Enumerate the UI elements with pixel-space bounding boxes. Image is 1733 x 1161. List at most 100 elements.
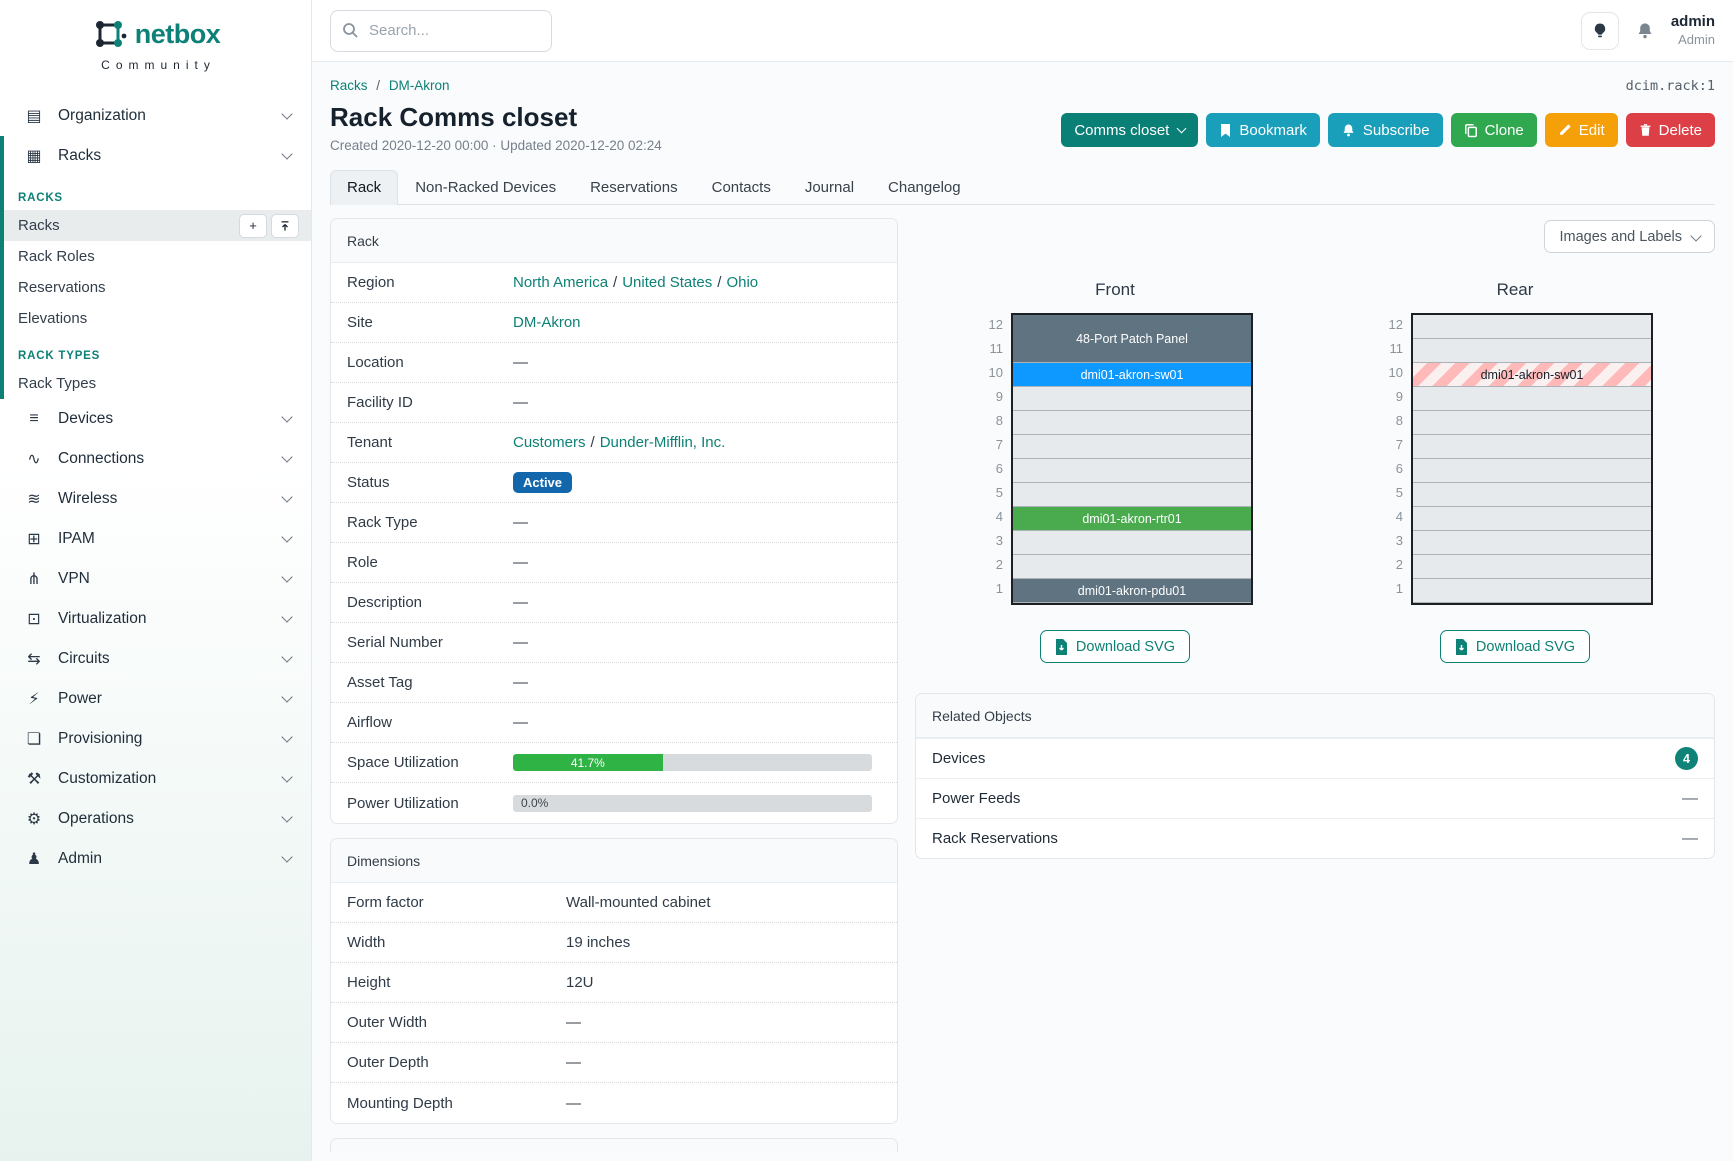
row-label: Width [347,934,386,951]
tab-changelog[interactable]: Changelog [871,170,978,205]
edit-button[interactable]: Edit [1544,113,1618,147]
sidebar-item-ipam[interactable]: ⊞ IPAM [0,519,311,559]
netbox-logo[interactable]: netbox Community [0,16,311,72]
subscribe-button[interactable]: Subscribe [1327,113,1443,147]
lightning-bolt-icon: ⚡ [28,691,40,708]
clone-label: Clone [1484,121,1524,139]
rack-slot-empty[interactable] [1013,483,1251,507]
sidebar-item-devices[interactable]: ≡ Devices [0,399,311,439]
rack-slot-empty[interactable] [1413,339,1651,363]
sidebar-item-elevations[interactable]: Elevations [4,303,311,334]
elevation-view-select[interactable]: Images and Labels [1544,220,1715,253]
delete-button[interactable]: Delete [1625,113,1715,147]
rack-slot-empty[interactable] [1013,531,1251,555]
rear-download-svg-button[interactable]: Download SVG [1439,630,1591,663]
import-button[interactable] [271,213,299,238]
row-label: Serial Number [347,634,443,651]
search-input[interactable] [330,9,552,52]
unit-number: 8 [1395,413,1403,428]
rack-slot-empty[interactable] [1413,387,1651,411]
theme-toggle-button[interactable] [1580,11,1619,50]
rear-rack-box: dmi01-akron-sw01 [1411,313,1653,605]
rack-device[interactable]: dmi01-akron-rtr01 [1013,507,1251,530]
sidebar-item-power[interactable]: ⚡ Power [0,679,311,719]
rack-slot-empty[interactable] [1413,531,1651,555]
related-row-label: Rack Reservations [932,830,1058,847]
tenant-link[interactable]: Dunder-Mifflin, Inc. [599,434,726,451]
region-link[interactable]: North America [513,274,609,291]
sidebar-item-label: Power [58,690,102,707]
rack-slot-empty[interactable] [1013,555,1251,579]
tenant-group-link[interactable]: Customers [513,434,586,451]
rack-device[interactable]: dmi01-akron-sw01 [1013,363,1251,386]
plus-icon: + [249,218,257,233]
row-label: Airflow [347,714,393,731]
rack-device[interactable]: 48-Port Patch Panel [1013,315,1251,362]
tab-contacts[interactable]: Contacts [695,170,788,205]
rack-slot-empty[interactable] [1413,483,1651,507]
sidebar-item-reservations[interactable]: Reservations [4,272,311,303]
notifications-button[interactable] [1635,21,1655,41]
sidebar-item-wireless[interactable]: ≋ Wireless [0,479,311,519]
rack-device[interactable]: dmi01-akron-sw01 [1413,363,1651,386]
rack-slot-empty[interactable] [1413,315,1651,339]
brand-tagline: Community [101,58,216,72]
sidebar-item-vpn[interactable]: ⋔ VPN [0,559,311,599]
sidebar-item-rack-types[interactable]: Rack Types [4,368,311,399]
sidebar-item-virtualization[interactable]: ⊡ Virtualization [0,599,311,639]
add-button[interactable]: + [239,213,267,238]
rack-slot-empty[interactable] [1413,555,1651,579]
related-row-devices[interactable]: Devices 4 [916,738,1714,778]
table-row-tenant: Tenant Customers / Dunder-Mifflin, Inc. [331,423,897,463]
rack-slot-empty[interactable] [1013,459,1251,483]
sidebar: netbox Community ▤ Organization ▦ Racks … [0,0,312,1161]
sidebar-item-provisioning[interactable]: ❏ Provisioning [0,719,311,759]
sidebar-item-racks-link[interactable]: Racks + [4,210,311,241]
bookmark-icon [1221,123,1231,137]
rack-slot-empty[interactable] [1413,507,1651,531]
breadcrumb-site-link[interactable]: DM-Akron [388,78,450,93]
rack-slot-empty[interactable] [1013,411,1251,435]
sidebar-item-connections[interactable]: ∿ Connections [0,439,311,479]
tab-journal[interactable]: Journal [788,170,871,205]
sidebar-item-circuits[interactable]: ⇆ Circuits [0,639,311,679]
site-link[interactable]: DM-Akron [513,314,581,331]
tab-reservations[interactable]: Reservations [573,170,695,205]
sidebar-link-label: Rack Types [18,375,97,392]
sidebar-item-label: Racks [58,147,102,164]
rack-slot-empty[interactable] [1013,387,1251,411]
tunnel-split-icon: ⋔ [27,571,41,588]
netbox-logo-icon [95,21,127,47]
region-link[interactable]: United States [622,274,713,291]
clone-button[interactable]: Clone [1450,113,1537,147]
rack-device[interactable]: dmi01-akron-pdu01 [1013,579,1251,602]
related-row-rack-reservations[interactable]: Rack Reservations — [916,818,1714,858]
rack-group-dropdown-button[interactable]: Comms closet [1061,113,1199,147]
unit-number: 9 [1395,389,1403,404]
rack-slot-empty[interactable] [1413,579,1651,603]
tab-rack[interactable]: Rack [330,170,399,205]
chevron-down-icon [281,571,293,583]
rack-slot-empty[interactable] [1013,435,1251,459]
sidebar-item-rack-roles[interactable]: Rack Roles [4,241,311,272]
tab-non-racked-devices[interactable]: Non-Racked Devices [398,170,573,205]
rack-slot-empty[interactable] [1413,411,1651,435]
related-row-power-feeds[interactable]: Power Feeds — [916,778,1714,818]
sidebar-item-racks[interactable]: ▦ Racks [4,136,311,176]
region-link[interactable]: Ohio [726,274,759,291]
table-row-outer-depth: Outer Depth — [331,1043,897,1083]
document-icon: ❏ [26,731,42,748]
bookmark-button[interactable]: Bookmark [1206,113,1320,147]
bookmark-label: Bookmark [1239,121,1307,139]
rack-slot-empty[interactable] [1413,435,1651,459]
sidebar-item-label: Organization [58,107,146,124]
front-download-svg-button[interactable]: Download SVG [1039,630,1191,663]
breadcrumb-racks-link[interactable]: Racks [330,78,368,93]
rack-slot-empty[interactable] [1413,459,1651,483]
sidebar-item-organization[interactable]: ▤ Organization [0,96,311,136]
sidebar-item-customization[interactable]: ⚒ Customization [0,759,311,799]
subscribe-label: Subscribe [1362,121,1430,139]
sidebar-item-operations[interactable]: ⚙ Operations [0,799,311,839]
user-menu[interactable]: admin Admin [1671,13,1715,48]
sidebar-item-admin[interactable]: ♟ Admin [0,839,311,879]
